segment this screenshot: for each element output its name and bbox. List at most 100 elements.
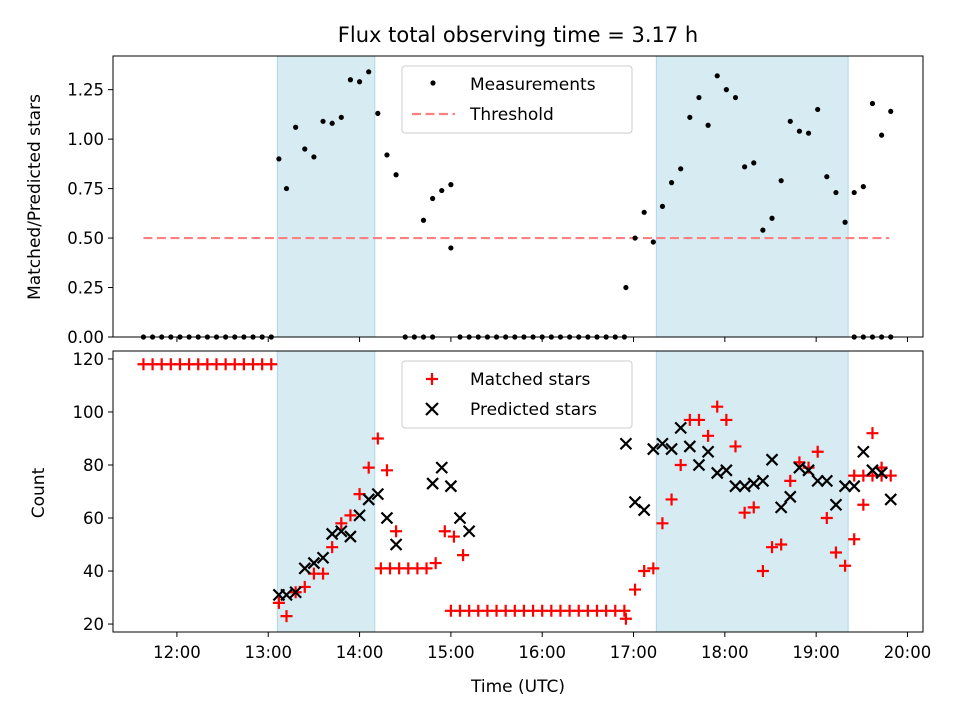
measurement-point	[623, 284, 629, 291]
matched-star-point	[457, 549, 470, 562]
matched-star-point	[784, 474, 797, 487]
x-tick-label: 15:00	[427, 643, 475, 662]
measurement-point	[338, 114, 344, 120]
measurement-point	[714, 73, 720, 79]
y-tick-label: 40	[83, 562, 104, 581]
matched-star-point	[820, 512, 833, 525]
matched-star-point	[692, 413, 705, 426]
bottom-panel-frame	[112, 350, 924, 633]
measurement-point	[851, 189, 857, 196]
measurement-point	[448, 182, 454, 188]
predicted-star-point	[656, 437, 669, 451]
matched-star-point	[775, 538, 788, 551]
predicted-star-point	[738, 479, 751, 493]
top-panel: 0.00 0.25 0.50 0.75 1.00 1.25 Matched/Predict…	[25, 55, 924, 347]
matched-star-point	[380, 464, 393, 477]
y-tick-label: 0.75	[67, 180, 104, 199]
predicted-star-point	[335, 524, 348, 538]
bottom-panel-legend: Matched stars Predicted stars	[401, 360, 633, 429]
measurement-point	[329, 120, 335, 126]
measurement-point	[420, 217, 427, 223]
matched-star-point	[371, 432, 384, 445]
predicted-star-point	[307, 556, 321, 570]
y-tick-label: 80	[83, 456, 104, 475]
measurement-point	[356, 79, 363, 85]
measurement-point	[833, 189, 839, 196]
matched-star-point	[811, 445, 824, 458]
y-tick-label: 20	[83, 615, 104, 634]
predicted-star-point	[435, 461, 449, 474]
matched-star-point	[647, 562, 660, 575]
bottom-panel: 20 40 60 80 100 120 12:00 13:00 14:00 15:00 16:00…	[29, 350, 931, 697]
matched-star-point	[738, 506, 751, 519]
predicted-star-point	[820, 474, 834, 488]
measurement-point	[760, 227, 766, 233]
top-panel-y-ticks: 0.00 0.25 0.50 0.75 1.00 1.25	[67, 81, 113, 347]
measurement-point	[860, 184, 866, 190]
matched-star-point	[848, 533, 861, 546]
predicted-star-point	[884, 493, 898, 506]
predicted-stars-points	[272, 421, 898, 602]
predicted-star-point	[811, 474, 824, 488]
predicted-star-point	[774, 501, 788, 514]
predicted-star-point	[765, 453, 779, 466]
measurement-point	[439, 187, 445, 194]
top-panel-y-axis-label: Matched/Predicted stars	[25, 94, 45, 300]
y-tick-label: 100	[73, 403, 105, 422]
y-tick-label: 1.00	[67, 130, 104, 149]
matched-star-point	[766, 541, 779, 554]
measurement-point	[276, 156, 282, 162]
predicted-star-point	[344, 530, 357, 543]
predicted-star-point	[325, 527, 339, 541]
measurement-point	[430, 195, 436, 202]
matched-star-point	[326, 541, 339, 554]
x-tick-label: 19:00	[792, 643, 840, 662]
predicted-star-point	[280, 588, 293, 602]
measurement-point	[650, 239, 656, 245]
matched-star-point	[665, 493, 678, 506]
predicted-star-point	[674, 421, 687, 435]
measurement-point	[641, 209, 647, 215]
measurement-point	[659, 203, 666, 209]
predicted-star-point	[444, 479, 458, 493]
matched-star-point	[866, 427, 879, 440]
predicted-star-point	[683, 440, 697, 453]
top-panel-frame	[112, 55, 924, 338]
measurement-point	[283, 185, 290, 192]
matched-star-point	[711, 400, 724, 413]
predicted-star-point	[462, 524, 476, 538]
predicted-star-point	[793, 461, 806, 474]
matched-star-point	[447, 530, 460, 543]
top-legend-frame	[401, 65, 633, 134]
measurement-point	[293, 124, 299, 130]
matched-star-point	[317, 567, 330, 580]
measurement-point	[375, 110, 381, 116]
predicted-star-point	[784, 490, 797, 504]
measurement-point	[769, 215, 775, 221]
predicted-star-point	[729, 479, 742, 493]
matched-star-point	[629, 583, 642, 596]
predicted-star-point	[838, 479, 852, 493]
x-tick-label: 18:00	[701, 643, 749, 662]
matched-star-point	[429, 557, 442, 570]
matched-star-point	[344, 509, 357, 522]
y-tick-label: 60	[83, 509, 104, 528]
measurement-point	[888, 108, 894, 115]
matched-star-point	[618, 604, 631, 617]
predicted-star-point	[710, 466, 724, 480]
predicted-star-point	[316, 551, 330, 565]
y-tick-label: 0.50	[67, 229, 104, 248]
predicted-star-point	[353, 509, 366, 522]
predicted-star-point	[619, 437, 633, 451]
top-panel-legend: Measurements Threshold	[401, 65, 633, 134]
matched-star-point	[720, 413, 733, 426]
predicted-star-point	[701, 445, 715, 459]
bottom-legend-frame	[401, 360, 633, 429]
x-tick-label: 20:00	[884, 643, 932, 662]
measurement-point	[320, 118, 326, 124]
measurement-point	[796, 128, 803, 134]
predicted-star-point	[389, 538, 403, 551]
matched-star-point	[729, 440, 742, 453]
measurement-point	[805, 130, 812, 136]
measurement-point	[632, 235, 638, 241]
